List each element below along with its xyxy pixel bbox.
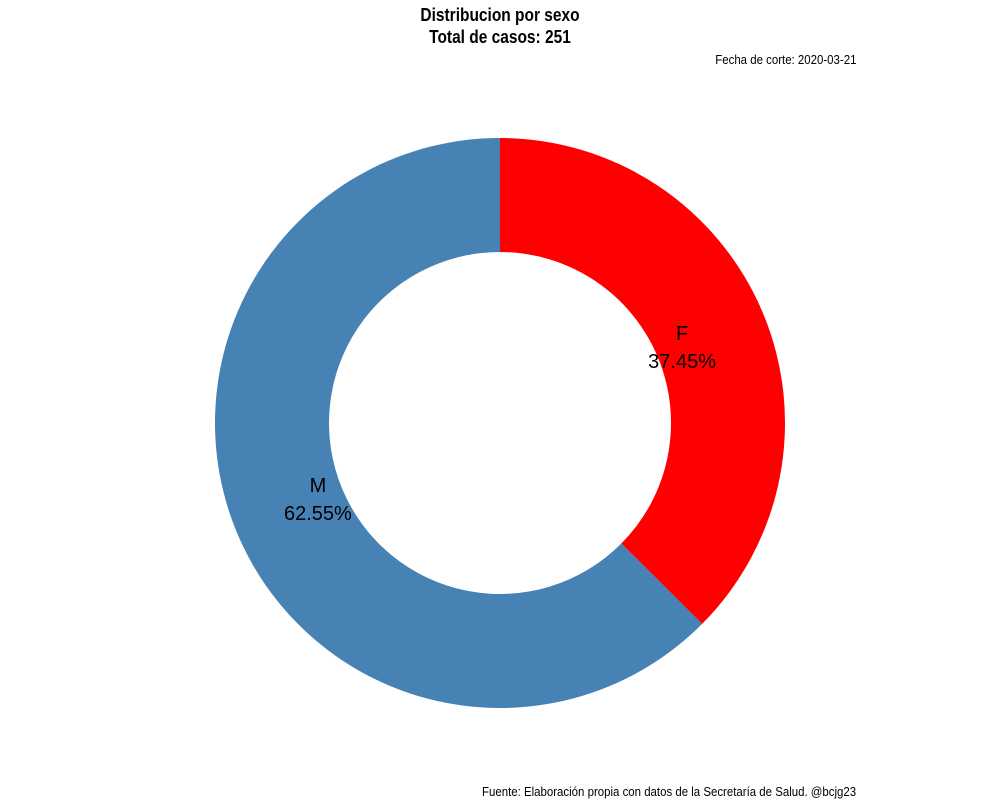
slice-category-label: M: [310, 475, 327, 497]
chart-title: Distribucion por sexo: [420, 5, 580, 25]
chart-title-total: Total de casos: 251: [429, 27, 571, 47]
slice-f: [500, 138, 786, 624]
source-caption: Fuente: Elaboración propia con datos de …: [481, 784, 856, 799]
slice-percent-label: 37.45%: [648, 351, 716, 373]
slice-percent-label: 62.55%: [284, 503, 352, 525]
cutoff-date: Fecha de corte: 2020-03-21: [714, 52, 856, 67]
slice-category-label: F: [676, 323, 688, 345]
slice-m: [215, 138, 703, 708]
